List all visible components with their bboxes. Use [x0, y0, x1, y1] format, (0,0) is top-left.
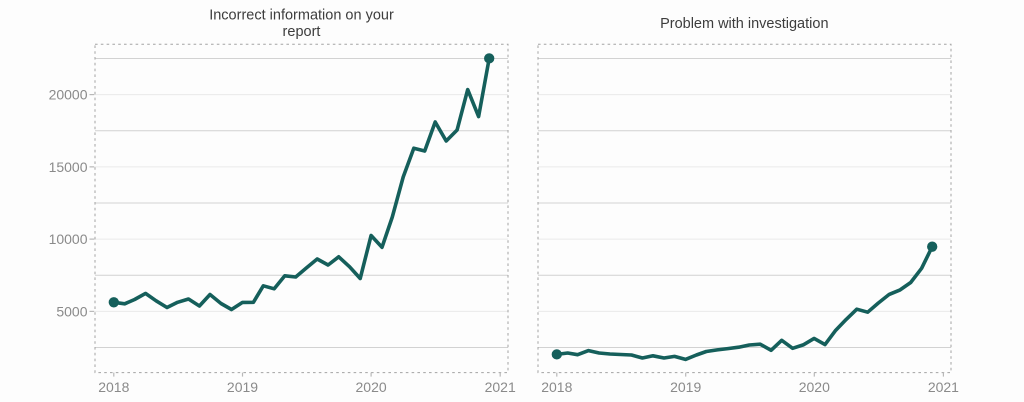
- svg-text:2020: 2020: [799, 379, 830, 395]
- svg-text:2021: 2021: [928, 379, 959, 395]
- svg-text:Problem with investigation: Problem with investigation: [660, 16, 828, 32]
- svg-text:20000: 20000: [49, 87, 88, 103]
- svg-text:Incorrect information on your: Incorrect information on your: [209, 7, 394, 23]
- svg-text:2018: 2018: [541, 379, 572, 395]
- svg-text:2019: 2019: [670, 379, 701, 395]
- svg-text:5000: 5000: [56, 303, 87, 319]
- svg-text:2019: 2019: [227, 379, 258, 395]
- svg-text:report: report: [283, 24, 321, 40]
- svg-text:2021: 2021: [485, 379, 516, 395]
- svg-text:2020: 2020: [356, 379, 387, 395]
- svg-text:2018: 2018: [98, 379, 129, 395]
- svg-text:15000: 15000: [49, 159, 88, 175]
- svg-text:10000: 10000: [49, 231, 88, 247]
